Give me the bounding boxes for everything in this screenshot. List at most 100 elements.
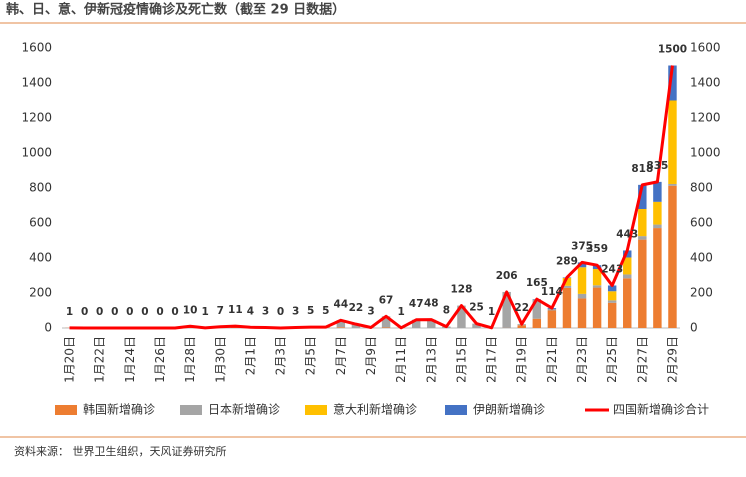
data-label: 0 (126, 306, 133, 318)
bar (562, 285, 572, 288)
y-tick-label: 400 (29, 251, 52, 265)
data-label: 48 (424, 298, 439, 310)
bar (638, 239, 647, 328)
total-line (69, 65, 674, 330)
legend-label: 韩国新增确诊 (83, 402, 155, 417)
data-label: 8 (443, 305, 450, 317)
y2-tick-label: 600 (690, 216, 713, 230)
y2-tick-label: 200 (690, 286, 713, 300)
bar (562, 277, 572, 286)
legend-label: 日本新增确诊 (208, 402, 280, 417)
data-label: 835 (646, 160, 668, 172)
x-tick-label: 2月19日 (515, 336, 529, 383)
bar (653, 224, 662, 229)
y-tick-label: 0 (44, 321, 52, 335)
chart-title: 韩、日、意、伊新冠疫情确诊及死亡数（截至 29 日数据） (6, 2, 345, 18)
bar (336, 327, 346, 328)
bar (532, 299, 542, 319)
y2-tick-label: 1600 (690, 41, 721, 55)
bar (623, 257, 632, 275)
data-label: 1 (488, 306, 495, 318)
bar (638, 209, 647, 237)
legend-swatch (445, 405, 467, 415)
x-tick-label: 2月1日 (243, 336, 257, 375)
data-label: 443 (616, 228, 638, 240)
bar (472, 323, 481, 328)
bar (457, 305, 466, 328)
x-tick-label: 1月20日 (63, 336, 77, 383)
y-tick-label: 600 (29, 216, 52, 230)
x-tick-label: 2月21日 (545, 336, 559, 383)
x-tick-label: 1月24日 (123, 336, 137, 383)
data-label: 0 (81, 306, 88, 318)
data-label: 3 (367, 305, 374, 317)
data-label: 3 (262, 305, 269, 317)
bar (623, 278, 632, 328)
x-tick-label: 1月28日 (183, 336, 197, 383)
bar (607, 302, 617, 328)
bar (381, 327, 391, 328)
legend-swatch (180, 405, 202, 415)
bar (336, 320, 346, 328)
x-tick-label: 2月25日 (605, 336, 619, 383)
legend-label: 意大利新增确诊 (333, 402, 417, 417)
data-label: 1 (202, 306, 209, 318)
bar (577, 298, 587, 328)
x-tick-label: 2月17日 (485, 336, 499, 383)
data-label: 289 (556, 255, 578, 267)
data-label: 0 (141, 306, 148, 318)
bar (623, 274, 632, 279)
bar (653, 228, 662, 328)
data-label: 0 (171, 306, 178, 318)
data-label: 7 (217, 305, 224, 317)
y-tick-label: 1200 (21, 111, 52, 125)
y-tick-label: 1400 (21, 76, 52, 90)
data-label: 22 (514, 302, 529, 314)
data-label: 359 (586, 243, 608, 255)
y-tick-label: 200 (29, 286, 52, 300)
x-tick-label: 1月26日 (153, 336, 167, 383)
x-tick-label: 1月30日 (213, 336, 227, 383)
x-tick-label: 2月11日 (394, 336, 408, 383)
legend-label: 伊朗新增确诊 (473, 402, 545, 417)
bar (427, 319, 436, 328)
data-label: 165 (526, 277, 548, 289)
data-label: 128 (450, 284, 472, 296)
y2-tick-label: 400 (690, 251, 713, 265)
x-tick-label: 2月7日 (334, 336, 348, 375)
bar (668, 100, 677, 184)
bar (562, 287, 572, 328)
bar (592, 285, 602, 288)
bar (607, 291, 617, 301)
x-tick-label: 2月5日 (304, 336, 318, 375)
data-label: 1 (66, 306, 73, 318)
bar (411, 319, 421, 328)
bar (381, 316, 391, 328)
bar (653, 181, 662, 202)
y2-tick-label: 800 (690, 181, 713, 195)
bar (607, 285, 617, 292)
data-label: 1 (397, 306, 404, 318)
legend-label: 四国新增确诊合计 (613, 402, 709, 417)
data-label: 5 (322, 305, 329, 317)
data-label: 0 (111, 306, 118, 318)
bar (577, 267, 587, 294)
bar (668, 65, 677, 101)
bar (577, 262, 587, 268)
data-label: 114 (541, 286, 563, 298)
data-label: 11 (228, 304, 243, 316)
bar (668, 183, 677, 186)
data-label: 5 (307, 305, 314, 317)
y2-tick-label: 0 (690, 321, 698, 335)
x-tick-label: 2月27日 (635, 336, 649, 383)
data-label: 44 (334, 298, 349, 310)
bar (502, 291, 511, 328)
data-label: 0 (156, 306, 163, 318)
data-label: 67 (379, 294, 394, 306)
data-label: 0 (277, 306, 284, 318)
data-label: 22 (349, 302, 364, 314)
bar (638, 184, 647, 209)
data-label: 0 (96, 306, 103, 318)
bar (592, 269, 602, 286)
